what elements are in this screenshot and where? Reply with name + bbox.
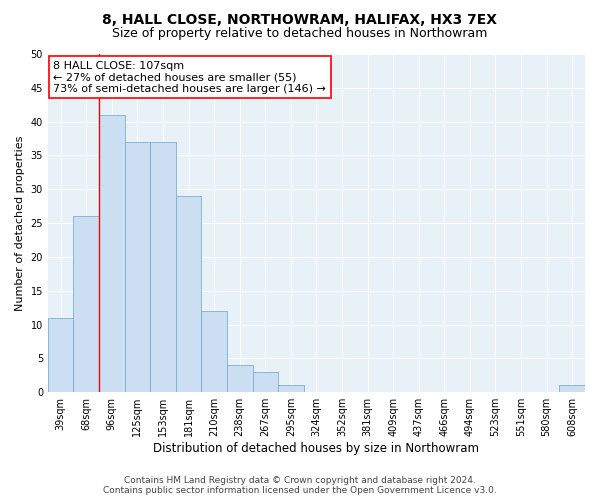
Bar [48,318,73,392]
Bar [278,386,304,392]
Text: Contains HM Land Registry data © Crown copyright and database right 2024.
Contai: Contains HM Land Registry data © Crown c… [103,476,497,495]
Bar [150,142,176,392]
Text: 8 HALL CLOSE: 107sqm
← 27% of detached houses are smaller (55)
73% of semi-detac: 8 HALL CLOSE: 107sqm ← 27% of detached h… [53,61,326,94]
Text: Size of property relative to detached houses in Northowram: Size of property relative to detached ho… [112,28,488,40]
Bar [202,311,227,392]
Bar [227,365,253,392]
Bar [99,115,125,392]
Y-axis label: Number of detached properties: Number of detached properties [15,136,25,311]
Bar [73,216,99,392]
Bar [125,142,150,392]
X-axis label: Distribution of detached houses by size in Northowram: Distribution of detached houses by size … [154,442,479,455]
Bar [176,196,202,392]
Bar [559,386,585,392]
Text: 8, HALL CLOSE, NORTHOWRAM, HALIFAX, HX3 7EX: 8, HALL CLOSE, NORTHOWRAM, HALIFAX, HX3 … [103,12,497,26]
Bar [253,372,278,392]
